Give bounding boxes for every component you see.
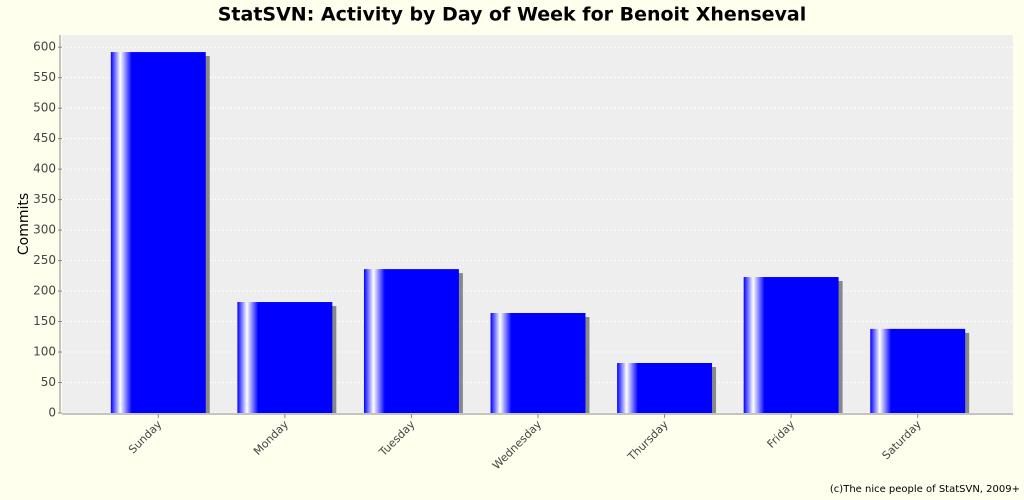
x-tick-label: Monday <box>251 418 291 458</box>
y-tick-label: 350 <box>33 192 56 206</box>
x-tick-label: Tuesday <box>376 418 418 460</box>
y-tick-label: 400 <box>33 162 56 176</box>
chart-title: StatSVN: Activity by Day of Week for Ben… <box>218 4 807 26</box>
y-tick-label: 500 <box>33 101 56 115</box>
bar <box>870 328 966 413</box>
y-tick-label: 150 <box>33 314 56 328</box>
x-tick-label: Sunday <box>126 418 165 457</box>
y-tick-label: 50 <box>41 375 56 389</box>
y-axis-label: Commits <box>16 193 32 255</box>
y-tick-label: 450 <box>33 131 56 145</box>
bar <box>490 313 586 413</box>
y-tick-label: 550 <box>33 70 56 84</box>
bar <box>743 277 839 413</box>
bar <box>237 302 333 413</box>
footer: (c)The nice people of StatSVN, 2009+ <box>830 484 1020 495</box>
bar <box>363 269 459 413</box>
y-tick-label: 300 <box>33 223 56 237</box>
y-tick-label: 200 <box>33 284 56 298</box>
x-tick-label: Thursday <box>625 418 671 464</box>
bar <box>110 52 206 413</box>
x-tick-label: Friday <box>764 418 797 451</box>
bar <box>617 363 713 413</box>
x-tick-label: Saturday <box>880 418 925 463</box>
y-tick-label: 250 <box>33 253 56 267</box>
x-tick-label: Wednesday <box>490 418 545 473</box>
y-tick-label: 600 <box>33 40 56 54</box>
y-tick-label: 100 <box>33 345 56 359</box>
y-tick-label: 0 <box>48 406 56 420</box>
